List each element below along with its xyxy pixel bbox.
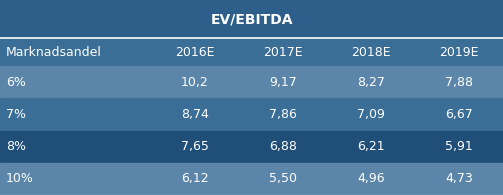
- Bar: [0, 0, 503, 38]
- Text: 7,65: 7,65: [181, 140, 209, 153]
- Text: Marknadsandel: Marknadsandel: [6, 46, 102, 59]
- Text: 7,86: 7,86: [269, 108, 297, 121]
- Text: 2019E: 2019E: [439, 46, 479, 59]
- Text: 5,50: 5,50: [269, 172, 297, 185]
- Bar: [0, 38, 503, 66]
- Text: 8,27: 8,27: [357, 76, 385, 89]
- Text: EV/EBITDA: EV/EBITDA: [210, 12, 293, 26]
- Text: 4,96: 4,96: [357, 172, 385, 185]
- Text: 7%: 7%: [6, 108, 26, 121]
- Text: 6,21: 6,21: [357, 140, 385, 153]
- Text: 6,67: 6,67: [445, 108, 473, 121]
- Text: 7,88: 7,88: [445, 76, 473, 89]
- Text: 8%: 8%: [6, 140, 26, 153]
- Text: 4,73: 4,73: [445, 172, 473, 185]
- Text: 6,88: 6,88: [269, 140, 297, 153]
- Text: 2016E: 2016E: [175, 46, 215, 59]
- Text: 9,17: 9,17: [269, 76, 297, 89]
- Text: 10%: 10%: [6, 172, 34, 185]
- Text: 8,74: 8,74: [181, 108, 209, 121]
- Text: 7,09: 7,09: [357, 108, 385, 121]
- Text: 6%: 6%: [6, 76, 26, 89]
- Text: 6,12: 6,12: [181, 172, 209, 185]
- Text: 10,2: 10,2: [181, 76, 209, 89]
- Text: 5,91: 5,91: [445, 140, 473, 153]
- Bar: [0, 66, 503, 98]
- Bar: [0, 98, 503, 131]
- Bar: [0, 163, 503, 195]
- Text: 2018E: 2018E: [351, 46, 391, 59]
- Bar: [0, 131, 503, 163]
- Text: 2017E: 2017E: [263, 46, 303, 59]
